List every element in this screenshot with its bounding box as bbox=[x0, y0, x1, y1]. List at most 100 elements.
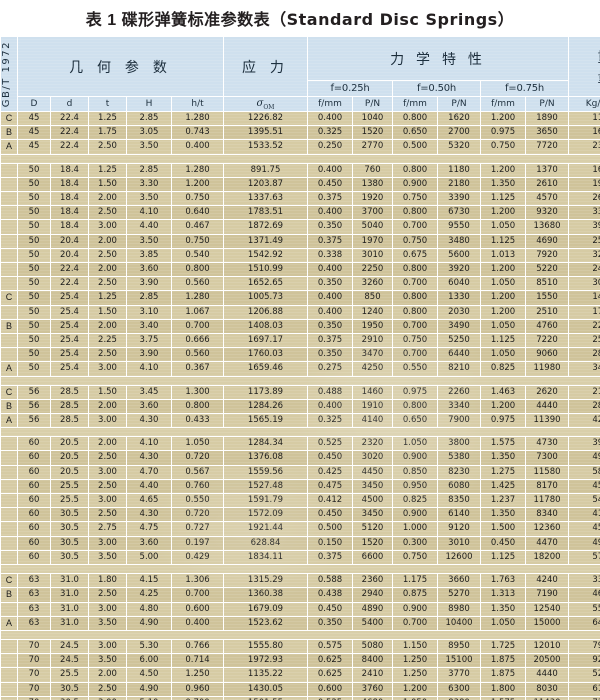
cell-class: B bbox=[0, 398, 18, 415]
cell-f3: 1.275 bbox=[480, 464, 526, 480]
table-row[interactable]: 50 20.4 2.50 3.85 0.540 1542.92 0.338 3010 0.675… bbox=[0, 247, 600, 264]
cell-p2: 8210 bbox=[437, 361, 481, 377]
table-row[interactable]: 70 25.5 2.00 4.50 1.250 1135.22 0.625 2410 1.250… bbox=[0, 667, 600, 683]
cell-f3: 1.725 bbox=[480, 638, 526, 655]
cell-p3: 7190 bbox=[524, 587, 570, 603]
cell-h-over-t: 0.720 bbox=[171, 507, 224, 523]
cell-weight: 17.15 bbox=[568, 304, 600, 320]
table-row[interactable]: A 63 31.0 3.50 4.90 0.400 1523.62 0.350 5400 0.70… bbox=[0, 615, 600, 631]
cell-p1: 2360 bbox=[352, 573, 393, 589]
cell-t: 2.50 bbox=[88, 478, 127, 495]
group-separator-cell bbox=[0, 375, 600, 386]
table-row[interactable]: 60 30.5 2.50 4.30 0.720 1572.09 0.450 3450 0.900… bbox=[0, 507, 600, 523]
cell-f1: 0.325 bbox=[307, 125, 353, 141]
table-row[interactable]: 50 18.4 1.50 3.30 1.200 1203.87 0.450 1380 0.900… bbox=[0, 176, 600, 193]
cell-d: 22.4 bbox=[50, 276, 89, 292]
cell-sigma: 1591.79 bbox=[223, 493, 308, 509]
table-row[interactable]: 50 18.4 2.00 3.50 0.750 1337.63 0.375 1920 0.750… bbox=[0, 191, 600, 207]
cell-weight: 11.74 bbox=[568, 110, 600, 127]
table-row[interactable]: 63 31.0 3.00 4.80 0.600 1679.09 0.450 4890 0.900… bbox=[0, 601, 600, 617]
cell-d: 18.4 bbox=[50, 205, 89, 221]
table-row[interactable]: 60 20.5 2.00 4.10 1.050 1284.34 0.525 2320 1.050… bbox=[0, 436, 600, 452]
cell-d: 31.0 bbox=[50, 573, 89, 589]
standard-label: GB/T 1972 bbox=[1, 40, 13, 108]
table-row[interactable]: 60 20.5 2.50 4.30 0.720 1376.08 0.450 3020 0.900… bbox=[0, 450, 600, 466]
table-row[interactable]: C 63 31.0 1.80 4.15 1.306 1315.29 0.588 2360 1.17… bbox=[0, 573, 600, 589]
header-mechanical: 力 学 特 性 bbox=[306, 36, 570, 81]
page-title-cn: 表 1 碟形弹簧标准参数表（ bbox=[85, 12, 287, 29]
cell-f1: 0.438 bbox=[307, 587, 353, 603]
table-row[interactable]: 7030.53.005.100.7001501.550.52546801.050… bbox=[0, 695, 600, 700]
table-row[interactable]: C 50 25.4 1.25 2.85 1.280 1005.73 0.400 850 0.800… bbox=[0, 290, 600, 306]
table-row[interactable]: 50 20.4 2.00 3.50 0.750 1371.49 0.375 1970 0.750… bbox=[0, 233, 600, 249]
table-row[interactable]: 50 18.4 3.00 4.40 0.467 1872.69 0.350 5040 0.700… bbox=[0, 219, 600, 235]
cell-f1: 0.400 bbox=[307, 110, 353, 127]
table-row[interactable]: A 45 22.4 2.50 3.50 0.400 1533.52 0.250 2770 0.50… bbox=[0, 139, 600, 155]
table-row[interactable]: 50 25.4 1.50 3.10 1.067 1206.88 0.400 1240 0.800… bbox=[0, 304, 600, 320]
table-row[interactable]: C 45 22.4 1.25 2.85 1.280 1226.82 0.400 1040 0.80… bbox=[0, 110, 600, 127]
table-row[interactable]: 60 20.5 3.00 4.70 0.567 1559.56 0.425 4450 0.850… bbox=[0, 464, 600, 480]
cell-p2: 6730 bbox=[437, 205, 481, 221]
table-row[interactable]: B 50 25.4 2.00 3.40 0.700 1408.03 0.350 1950 0.70… bbox=[0, 318, 600, 335]
table-row[interactable]: 70 30.5 2.50 4.90 0.960 1430.05 0.600 3760 1.200… bbox=[0, 681, 600, 697]
table-row[interactable]: 50 25.4 2.50 3.90 0.560 1760.03 0.350 3470 0.700… bbox=[0, 347, 600, 363]
cell-p2: 3390 bbox=[437, 191, 481, 207]
cell-p3: 4690 bbox=[524, 233, 570, 249]
cell-f3: 0.750 bbox=[480, 139, 526, 155]
table-row[interactable]: 60 30.5 3.00 3.60 0.197 628.84 0.150 1520 0.300 3… bbox=[0, 535, 600, 551]
table-row[interactable]: 50 25.4 2.25 3.75 0.666 1697.17 0.375 2910 0.750… bbox=[0, 333, 600, 349]
table-row[interactable]: B 45 22.4 1.75 3.05 0.743 1395.51 0.325 1520 0.65… bbox=[0, 125, 600, 141]
cell-f3: 1.350 bbox=[480, 507, 526, 523]
table-row[interactable]: C 56 28.5 1.50 3.45 1.300 1173.89 0.488 1460 0.97… bbox=[0, 384, 600, 400]
cell-weight: 24.64 bbox=[568, 262, 600, 278]
table-row[interactable]: B 63 31.0 2.50 4.25 0.700 1360.38 0.438 2940 0.87… bbox=[0, 587, 600, 603]
table-row[interactable]: 60 25.5 3.00 4.65 0.550 1591.79 0.412 4500 0.825… bbox=[0, 493, 600, 509]
table-row[interactable]: 70 24.5 3.50 6.00 0.714 1972.93 0.625 8400 1.250… bbox=[0, 653, 600, 669]
table-row[interactable]: 50 22.4 2.00 3.60 0.800 1510.99 0.400 2250 0.800… bbox=[0, 262, 600, 278]
cell-h-over-t: 0.750 bbox=[171, 191, 224, 207]
table-row[interactable]: 60 25.5 2.50 4.40 0.760 1527.48 0.475 3450 0.950… bbox=[0, 478, 600, 495]
table-row[interactable]: 50 18.4 2.50 4.10 0.640 1783.51 0.400 3700 0.800… bbox=[0, 205, 600, 221]
header-weight: 重 量 bbox=[568, 36, 600, 97]
table-row[interactable]: 60 30.5 2.75 4.75 0.727 1921.44 0.500 5120 1.000… bbox=[0, 521, 600, 537]
cell-weight: 23.48 bbox=[568, 139, 600, 155]
cell-sigma: 1533.52 bbox=[223, 139, 308, 155]
cell-p3: 7220 bbox=[524, 333, 570, 349]
cell-p1: 1520 bbox=[352, 535, 393, 551]
cell-D: 60 bbox=[17, 549, 51, 566]
cell-f1: 0.350 bbox=[307, 276, 353, 292]
table-row[interactable]: 60 30.5 3.50 5.00 0.429 1834.11 0.375 6600 0.750… bbox=[0, 549, 600, 566]
table-row[interactable]: 50 22.4 2.50 3.90 0.560 1652.65 0.350 3260 0.700… bbox=[0, 276, 600, 292]
header-col-sigma: σOM bbox=[223, 96, 308, 112]
table-body: C 45 22.4 1.25 2.85 1.280 1226.82 0.400 1040 0.80… bbox=[0, 110, 600, 700]
cell-f1: 0.350 bbox=[307, 347, 353, 363]
table-row[interactable]: A 50 25.4 3.00 4.10 0.367 1659.46 0.275 4250 0.55… bbox=[0, 361, 600, 377]
cell-class: A bbox=[0, 139, 18, 155]
cell-h-over-t: 1.280 bbox=[171, 162, 224, 178]
cell-f2: 0.750 bbox=[392, 549, 438, 566]
cell-f2: 0.975 bbox=[392, 384, 438, 400]
cell-t: 2.50 bbox=[88, 247, 127, 264]
cell-t: 3.00 bbox=[88, 361, 127, 377]
cell-weight: 45.47 bbox=[568, 478, 600, 495]
cell-f1: 0.400 bbox=[307, 304, 353, 320]
cell-D: 45 bbox=[17, 139, 51, 155]
cell-p1: 3450 bbox=[352, 507, 393, 523]
table-row[interactable]: B 56 28.5 2.00 3.60 0.800 1284.26 0.400 1910 0.80… bbox=[0, 398, 600, 415]
table-row[interactable]: 50 18.4 1.25 2.85 1.280 891.75 0.400 760 0.800 11… bbox=[0, 162, 600, 178]
cell-f3: 1.875 bbox=[480, 653, 526, 669]
cell-p1: 1240 bbox=[352, 304, 393, 320]
cell-p3: 11390 bbox=[524, 413, 570, 429]
table-row[interactable]: A 56 28.5 3.00 4.30 0.433 1565.19 0.325 4140 0.65… bbox=[0, 413, 600, 429]
cell-f1: 0.375 bbox=[307, 549, 353, 566]
cell-class bbox=[0, 262, 18, 278]
cell-t: 3.50 bbox=[88, 653, 127, 669]
cell-p1: 3450 bbox=[352, 478, 393, 495]
cell-t: 1.80 bbox=[88, 573, 127, 589]
cell-sigma: 1559.56 bbox=[223, 464, 308, 480]
table-row[interactable]: 70 24.5 3.00 5.30 0.766 1555.80 0.575 5080 1.150… bbox=[0, 638, 600, 655]
cell-p1: 1950 bbox=[352, 318, 393, 335]
cell-t: 3.00 bbox=[88, 493, 127, 509]
cell-d: 30.5 bbox=[50, 535, 89, 551]
cell-p2: 8980 bbox=[437, 601, 481, 617]
